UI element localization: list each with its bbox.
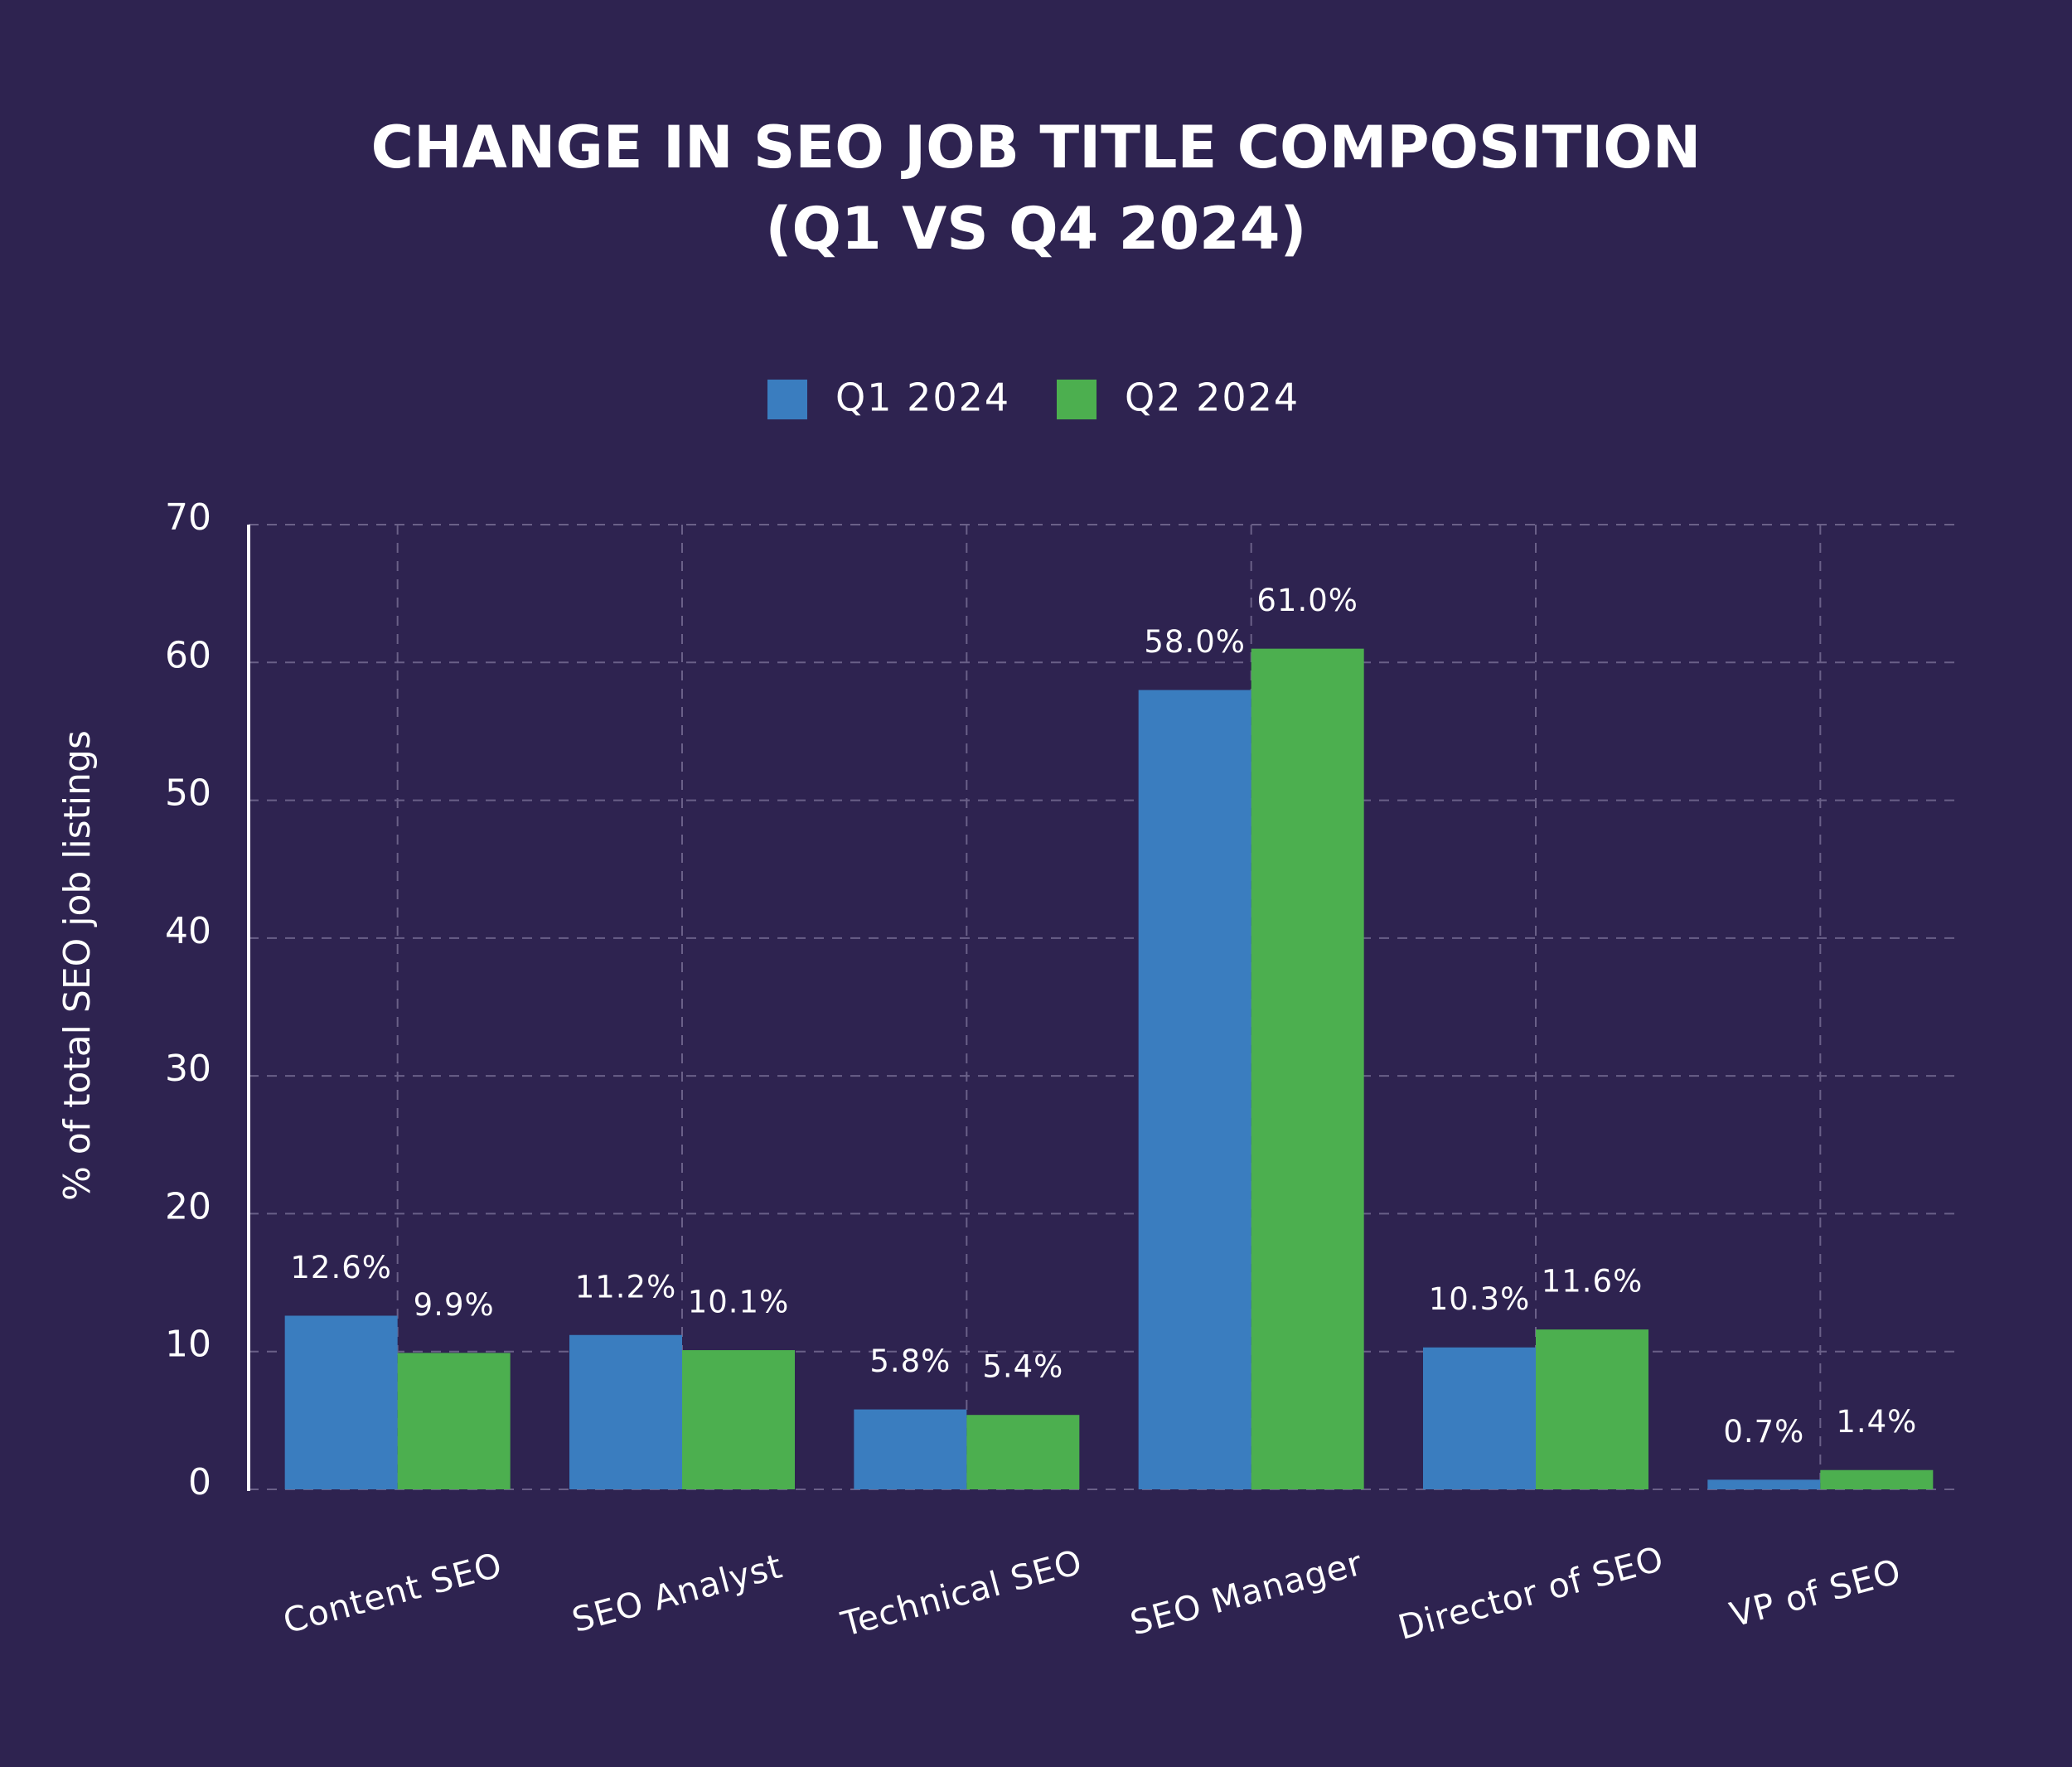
y-tick-label: 70 xyxy=(165,496,211,539)
bar xyxy=(1423,1347,1536,1489)
bar xyxy=(1707,1479,1821,1489)
bar xyxy=(397,1353,511,1489)
bar xyxy=(854,1409,967,1489)
bar xyxy=(682,1350,795,1489)
value-label: 11.2% xyxy=(575,1269,677,1305)
bar xyxy=(284,1315,398,1489)
bar xyxy=(1138,690,1251,1489)
bar xyxy=(1536,1329,1648,1489)
value-label: 10.3% xyxy=(1429,1281,1531,1317)
y-tick-label: 20 xyxy=(165,1185,211,1227)
y-tick-label: 60 xyxy=(165,634,211,676)
bar xyxy=(569,1334,682,1489)
y-tick-label: 10 xyxy=(165,1324,211,1366)
value-label: 5.4% xyxy=(982,1349,1063,1385)
bar xyxy=(1820,1469,1934,1489)
value-label: 12.6% xyxy=(290,1250,392,1285)
legend-label: Q1 2024 xyxy=(835,375,1010,420)
value-label: 58.0% xyxy=(1144,624,1246,660)
value-label: 0.7% xyxy=(1723,1414,1804,1450)
legend-swatch xyxy=(767,380,807,419)
y-tick-label: 0 xyxy=(188,1461,211,1503)
legend-swatch xyxy=(1057,380,1097,419)
y-axis-label: % of total SEO job listings xyxy=(56,730,99,1201)
bar xyxy=(1251,648,1364,1489)
value-label: 9.9% xyxy=(414,1287,495,1323)
value-label: 5.8% xyxy=(869,1343,951,1379)
value-label: 61.0% xyxy=(1256,583,1358,618)
chart-title: CHANGE IN SEO JOB TITLE COMPOSITION xyxy=(371,114,1702,182)
value-label: 11.6% xyxy=(1542,1264,1644,1300)
legend-label: Q2 2024 xyxy=(1125,375,1300,420)
y-tick-label: 30 xyxy=(165,1048,211,1090)
y-tick-label: 50 xyxy=(165,772,211,815)
chart-title: (Q1 VS Q4 2024) xyxy=(766,195,1307,263)
value-label: 10.1% xyxy=(688,1285,790,1320)
bar xyxy=(966,1415,1080,1489)
y-tick-label: 40 xyxy=(165,910,211,952)
value-label: 1.4% xyxy=(1836,1404,1917,1440)
